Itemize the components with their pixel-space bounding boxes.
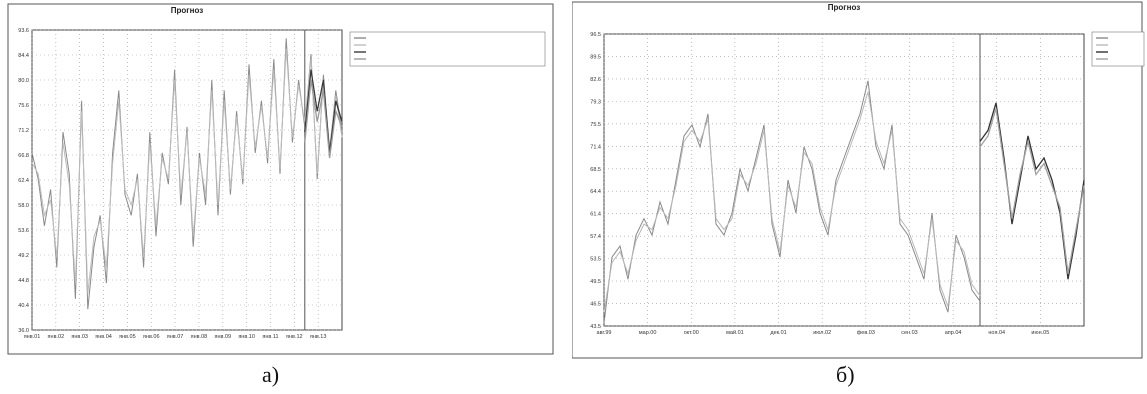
y-tick-label: 75.6 — [18, 103, 29, 109]
y-tick-label: 66.8 — [18, 153, 29, 159]
chart-b-panel: Прогноз 96.5 89.5 82.6 79.3 75.5 71.4 68.5 64.4 6… — [571, 0, 1147, 394]
chart-title: Прогноз — [828, 3, 860, 12]
x-tick-label: янв.13 — [310, 334, 327, 340]
x-tick-label: янв.06 — [143, 334, 160, 340]
x-tick-label: июн.05 — [1031, 330, 1049, 336]
y-tick-label: 43.5 — [590, 324, 601, 330]
series-line-3 — [304, 69, 343, 153]
x-tick-label: янв.10 — [238, 334, 255, 340]
y-tick-label: 89.5 — [590, 54, 601, 60]
x-tick-label: янв.03 — [71, 334, 88, 340]
chart-b: Прогноз 96.5 89.5 82.6 79.3 75.5 71.4 68.5 64.4 6… — [571, 1, 1145, 359]
y-tick-label: 49.5 — [590, 279, 601, 285]
legend — [349, 31, 546, 67]
caption-a: а) — [262, 362, 280, 387]
y-tick-label: 57.4 — [590, 234, 601, 240]
x-tick-label: май.01 — [726, 329, 744, 336]
y-tick-label: 62.4 — [18, 178, 29, 184]
y-tick-label: 36.0 — [18, 328, 29, 334]
series-line-2 — [31, 48, 343, 294]
y-tick-label: 96.5 — [590, 32, 601, 38]
x-tick-label: сен.03 — [901, 330, 918, 336]
y-tick-label: 71.4 — [590, 144, 601, 150]
series-line-4 — [304, 79, 343, 159]
y-tick-label: 53.5 — [590, 257, 601, 263]
y-tick-label: 49.2 — [18, 253, 29, 259]
chart-a: Прогноз 93.6 84.4 80.0 75.6 71.2 66.8 62.4 58.0 5… — [7, 3, 554, 355]
x-tick-label: янв.01 — [24, 334, 41, 340]
caption-b: б) — [836, 362, 855, 387]
x-tick-label: апр.04 — [945, 330, 962, 336]
x-tick-label: окт.00 — [684, 330, 699, 336]
y-tick-label: 40.4 — [18, 303, 29, 309]
series-line-2 — [603, 91, 981, 313]
series-line-4 — [979, 108, 1085, 274]
x-tick-label: фев.03 — [857, 330, 875, 336]
y-tick-label: 71.2 — [18, 128, 29, 134]
x-tick-label: авг.99 — [597, 330, 612, 336]
y-tick-label: 44.8 — [18, 278, 29, 284]
x-tick-label: янв.09 — [214, 334, 231, 340]
y-tick-label: 58.0 — [18, 203, 29, 209]
y-tick-label: 80.0 — [18, 78, 29, 84]
x-tick-label: янв.02 — [48, 334, 65, 340]
y-tick-label: 53.6 — [18, 228, 29, 234]
x-tick-label: янв.05 — [119, 334, 136, 340]
legend — [1091, 31, 1145, 67]
y-tick-label: 61.4 — [590, 212, 601, 218]
series-line-3 — [979, 102, 1085, 280]
chart-a-panel: Прогноз 93.6 84.4 80.0 75.6 71.2 66.8 62.4 58.0 5… — [0, 0, 560, 394]
plot-area — [31, 29, 343, 331]
y-tick-label: 46.5 — [590, 302, 601, 308]
y-tick-label: 64.4 — [590, 189, 601, 195]
y-tick-label: 75.5 — [590, 122, 601, 128]
x-tick-label: янв.12 — [286, 334, 303, 340]
x-tick-label: ноя.04 — [988, 330, 1005, 336]
x-tick-label: янв.07 — [167, 334, 184, 340]
y-tick-label: 68.5 — [590, 167, 601, 173]
y-tick-label: 84.4 — [18, 53, 29, 59]
x-tick-label: мар.00 — [639, 330, 657, 336]
y-tick-label: 82.6 — [590, 77, 601, 83]
y-tick-label: 93.6 — [18, 28, 29, 34]
x-tick-label: дек.01 — [770, 330, 786, 336]
y-tick-label: 79.3 — [590, 99, 601, 105]
x-tick-label: янв.08 — [191, 334, 208, 340]
x-tick-label: янв.11 — [262, 334, 278, 340]
chart-title: Прогноз — [171, 6, 203, 15]
plot-area — [603, 33, 1085, 327]
x-tick-label: июл.02 — [813, 330, 831, 336]
x-tick-label: янв.04 — [95, 334, 112, 340]
